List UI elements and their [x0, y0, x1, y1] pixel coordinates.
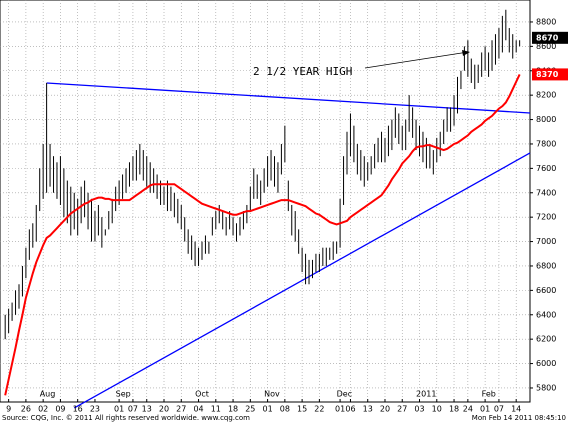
y-tick-label: 8800	[536, 17, 556, 26]
month-label: Sep	[116, 390, 131, 399]
y-tick-label: 8200	[536, 91, 556, 100]
month-label: Nov	[264, 390, 280, 399]
x-tick-label: 01	[114, 405, 124, 414]
trendline	[46, 82, 531, 114]
arrow-head	[462, 50, 470, 56]
x-tick-label: 18	[449, 405, 459, 414]
x-tick-label: 08	[280, 405, 290, 414]
x-tick-label: 07	[128, 405, 138, 414]
x-tick-label: 01	[480, 405, 490, 414]
x-tick-label: 02	[38, 405, 48, 414]
annotation-arrow	[364, 51, 469, 69]
x-tick-label: 9	[6, 405, 11, 414]
last-price-box	[532, 31, 568, 44]
month-label: 2011	[416, 390, 436, 399]
annotation: 2 1/2 YEAR HIGH	[253, 65, 352, 78]
y-tick-label: 5800	[536, 383, 556, 392]
x-tick-label: 16	[73, 405, 83, 414]
x-tick-label: 11	[211, 405, 221, 414]
x-tick-label: 23	[90, 405, 100, 414]
plot-frame	[0, 0, 531, 403]
x-tick-label: 27	[176, 405, 186, 414]
y-tick-label: 6400	[536, 310, 556, 319]
x-tick-label: 14	[511, 405, 521, 414]
marks	[4, 9, 531, 409]
y-tick-label: 7400	[536, 188, 556, 197]
x-tick-label: 03	[414, 405, 424, 414]
y-tick-label: 6000	[536, 359, 556, 368]
x-tick-label: 20	[159, 405, 169, 414]
x-tick-label: 01	[335, 405, 345, 414]
last-price-label: 8670	[536, 33, 559, 42]
x-tick-label: 10	[432, 405, 442, 414]
x-tick-label: 18	[228, 405, 238, 414]
x-tick-label: 27	[397, 405, 407, 414]
ma-last-box	[532, 68, 568, 81]
x-tick-label: 22	[314, 405, 324, 414]
y-tick-label: 8000	[536, 115, 556, 124]
y-tick-label: 6600	[536, 286, 556, 295]
month-label: Feb	[482, 390, 496, 399]
x-tick-label: 20	[380, 405, 390, 414]
trendline	[73, 152, 531, 409]
ma-last-label: 8370	[536, 70, 559, 79]
x-tick-label: 07	[494, 405, 504, 414]
moving-average	[4, 73, 521, 396]
y-tick-label: 7800	[536, 139, 556, 148]
x-tick-label: 09	[55, 405, 65, 414]
x-tick-label: 25	[245, 405, 255, 414]
y-tick-label: 8600	[536, 42, 556, 51]
x-tick-label: 04	[193, 405, 203, 414]
x-tick-label: 06	[345, 405, 355, 414]
y-tick-label: 6800	[536, 261, 556, 270]
x-tick-label: 26	[21, 405, 31, 414]
y-tick-label: 6200	[536, 335, 556, 344]
x-tick-label: 01	[262, 405, 272, 414]
source: Source: CQG, Inc. © 2011 All rights rese…	[2, 414, 250, 422]
x-tick-label: 13	[142, 405, 152, 414]
timestamp: Mon Feb 14 2011 08:45:10	[472, 414, 566, 422]
x-tick-label: 15	[297, 405, 307, 414]
y-tick-label: 7600	[536, 164, 556, 173]
x-tick-label: 13	[363, 405, 373, 414]
month-label: Oct	[195, 390, 209, 399]
month-label: Dec	[337, 390, 352, 399]
y-tick-label: 7000	[536, 237, 556, 246]
y-tick-label: 7200	[536, 213, 556, 222]
x-tick-label: 24	[463, 405, 473, 414]
month-label: Aug	[40, 390, 56, 399]
